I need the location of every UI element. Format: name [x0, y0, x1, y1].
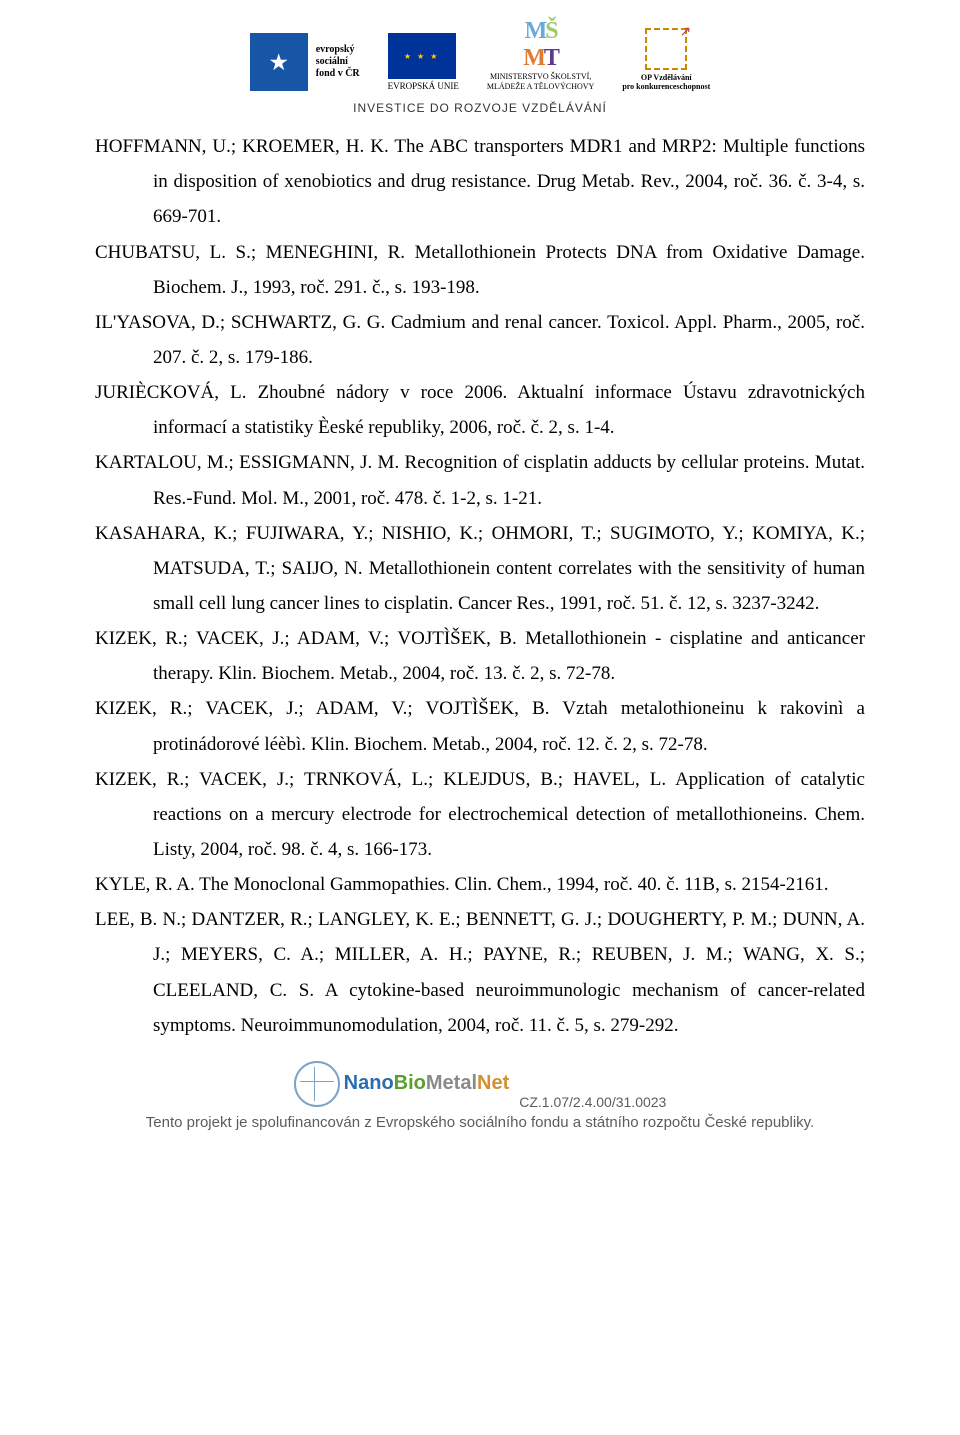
header-logos: ★ evropský sociální fond v ČR ★ ★ ★ EVRO…: [95, 0, 865, 91]
reference-item: HOFFMANN, U.; KROEMER, H. K. The ABC tra…: [95, 129, 865, 234]
reference-item: KASAHARA, K.; FUJIWARA, Y.; NISHIO, K.; …: [95, 516, 865, 621]
op-logo: ↗ OP Vzdělávání pro konkurenceschopnost: [622, 28, 710, 92]
msmt-sub: MINISTERSTVO ŠKOLSTVÍ, MLÁDEŽE A TĚLOVÝC…: [487, 72, 594, 91]
eu-flag-icon: ★ ★ ★: [388, 33, 456, 79]
reference-item: KYLE, R. A. The Monoclonal Gammopathies.…: [95, 867, 865, 902]
footer-logo-metal: Metal: [426, 1072, 477, 1094]
reference-item: LEE, B. N.; DANTZER, R.; LANGLEY, K. E.;…: [95, 902, 865, 1043]
reference-item: JURIÈCKOVÁ, L. Zhoubné nádory v roce 200…: [95, 375, 865, 445]
eu-label: EVROPSKÁ UNIE: [388, 81, 459, 91]
footer-text: Tento projekt je spolufinancován z Evrop…: [95, 1114, 865, 1131]
esf-text: evropský sociální fond v ČR: [316, 44, 360, 80]
globe-icon: [294, 1061, 340, 1107]
esf-logo: ★ evropský sociální fond v ČR: [250, 33, 360, 91]
reference-item: KARTALOU, M.; ESSIGMANN, J. M. Recogniti…: [95, 445, 865, 515]
footer: NanoBioMetalNet CZ.1.07/2.4.00/31.0023 T…: [95, 1043, 865, 1131]
esf-star-icon: ★: [250, 33, 308, 91]
reference-item: KIZEK, R.; VACEK, J.; ADAM, V.; VOJTÌŠEK…: [95, 621, 865, 691]
footer-logo-nano: Nano: [344, 1072, 394, 1094]
op-line1: OP Vzdělávání: [622, 73, 710, 82]
reference-item: CHUBATSU, L. S.; MENEGHINI, R. Metalloth…: [95, 235, 865, 305]
footer-logo-net: Net: [477, 1072, 509, 1094]
reference-list: HOFFMANN, U.; KROEMER, H. K. The ABC tra…: [95, 129, 865, 1043]
footer-logo: NanoBioMetalNet: [294, 1061, 510, 1107]
investice-tagline: INVESTICE DO ROZVOJE VZDĚLÁVÁNÍ: [95, 101, 865, 115]
op-line2: pro konkurenceschopnost: [622, 82, 710, 92]
msmt-icon: MŠMT: [487, 18, 594, 72]
msmt-logo: MŠMT MINISTERSTVO ŠKOLSTVÍ, MLÁDEŽE A TĚ…: [487, 18, 594, 91]
eu-logo: ★ ★ ★ EVROPSKÁ UNIE: [388, 33, 459, 91]
reference-item: KIZEK, R.; VACEK, J.; TRNKOVÁ, L.; KLEJD…: [95, 762, 865, 867]
op-square-icon: ↗: [645, 28, 687, 70]
reference-item: IL'YASOVA, D.; SCHWARTZ, G. G. Cadmium a…: [95, 305, 865, 375]
footer-logo-bio: Bio: [394, 1072, 426, 1094]
footer-code: CZ.1.07/2.4.00/31.0023: [519, 1094, 666, 1110]
reference-item: KIZEK, R.; VACEK, J.; ADAM, V.; VOJTÌŠEK…: [95, 691, 865, 761]
